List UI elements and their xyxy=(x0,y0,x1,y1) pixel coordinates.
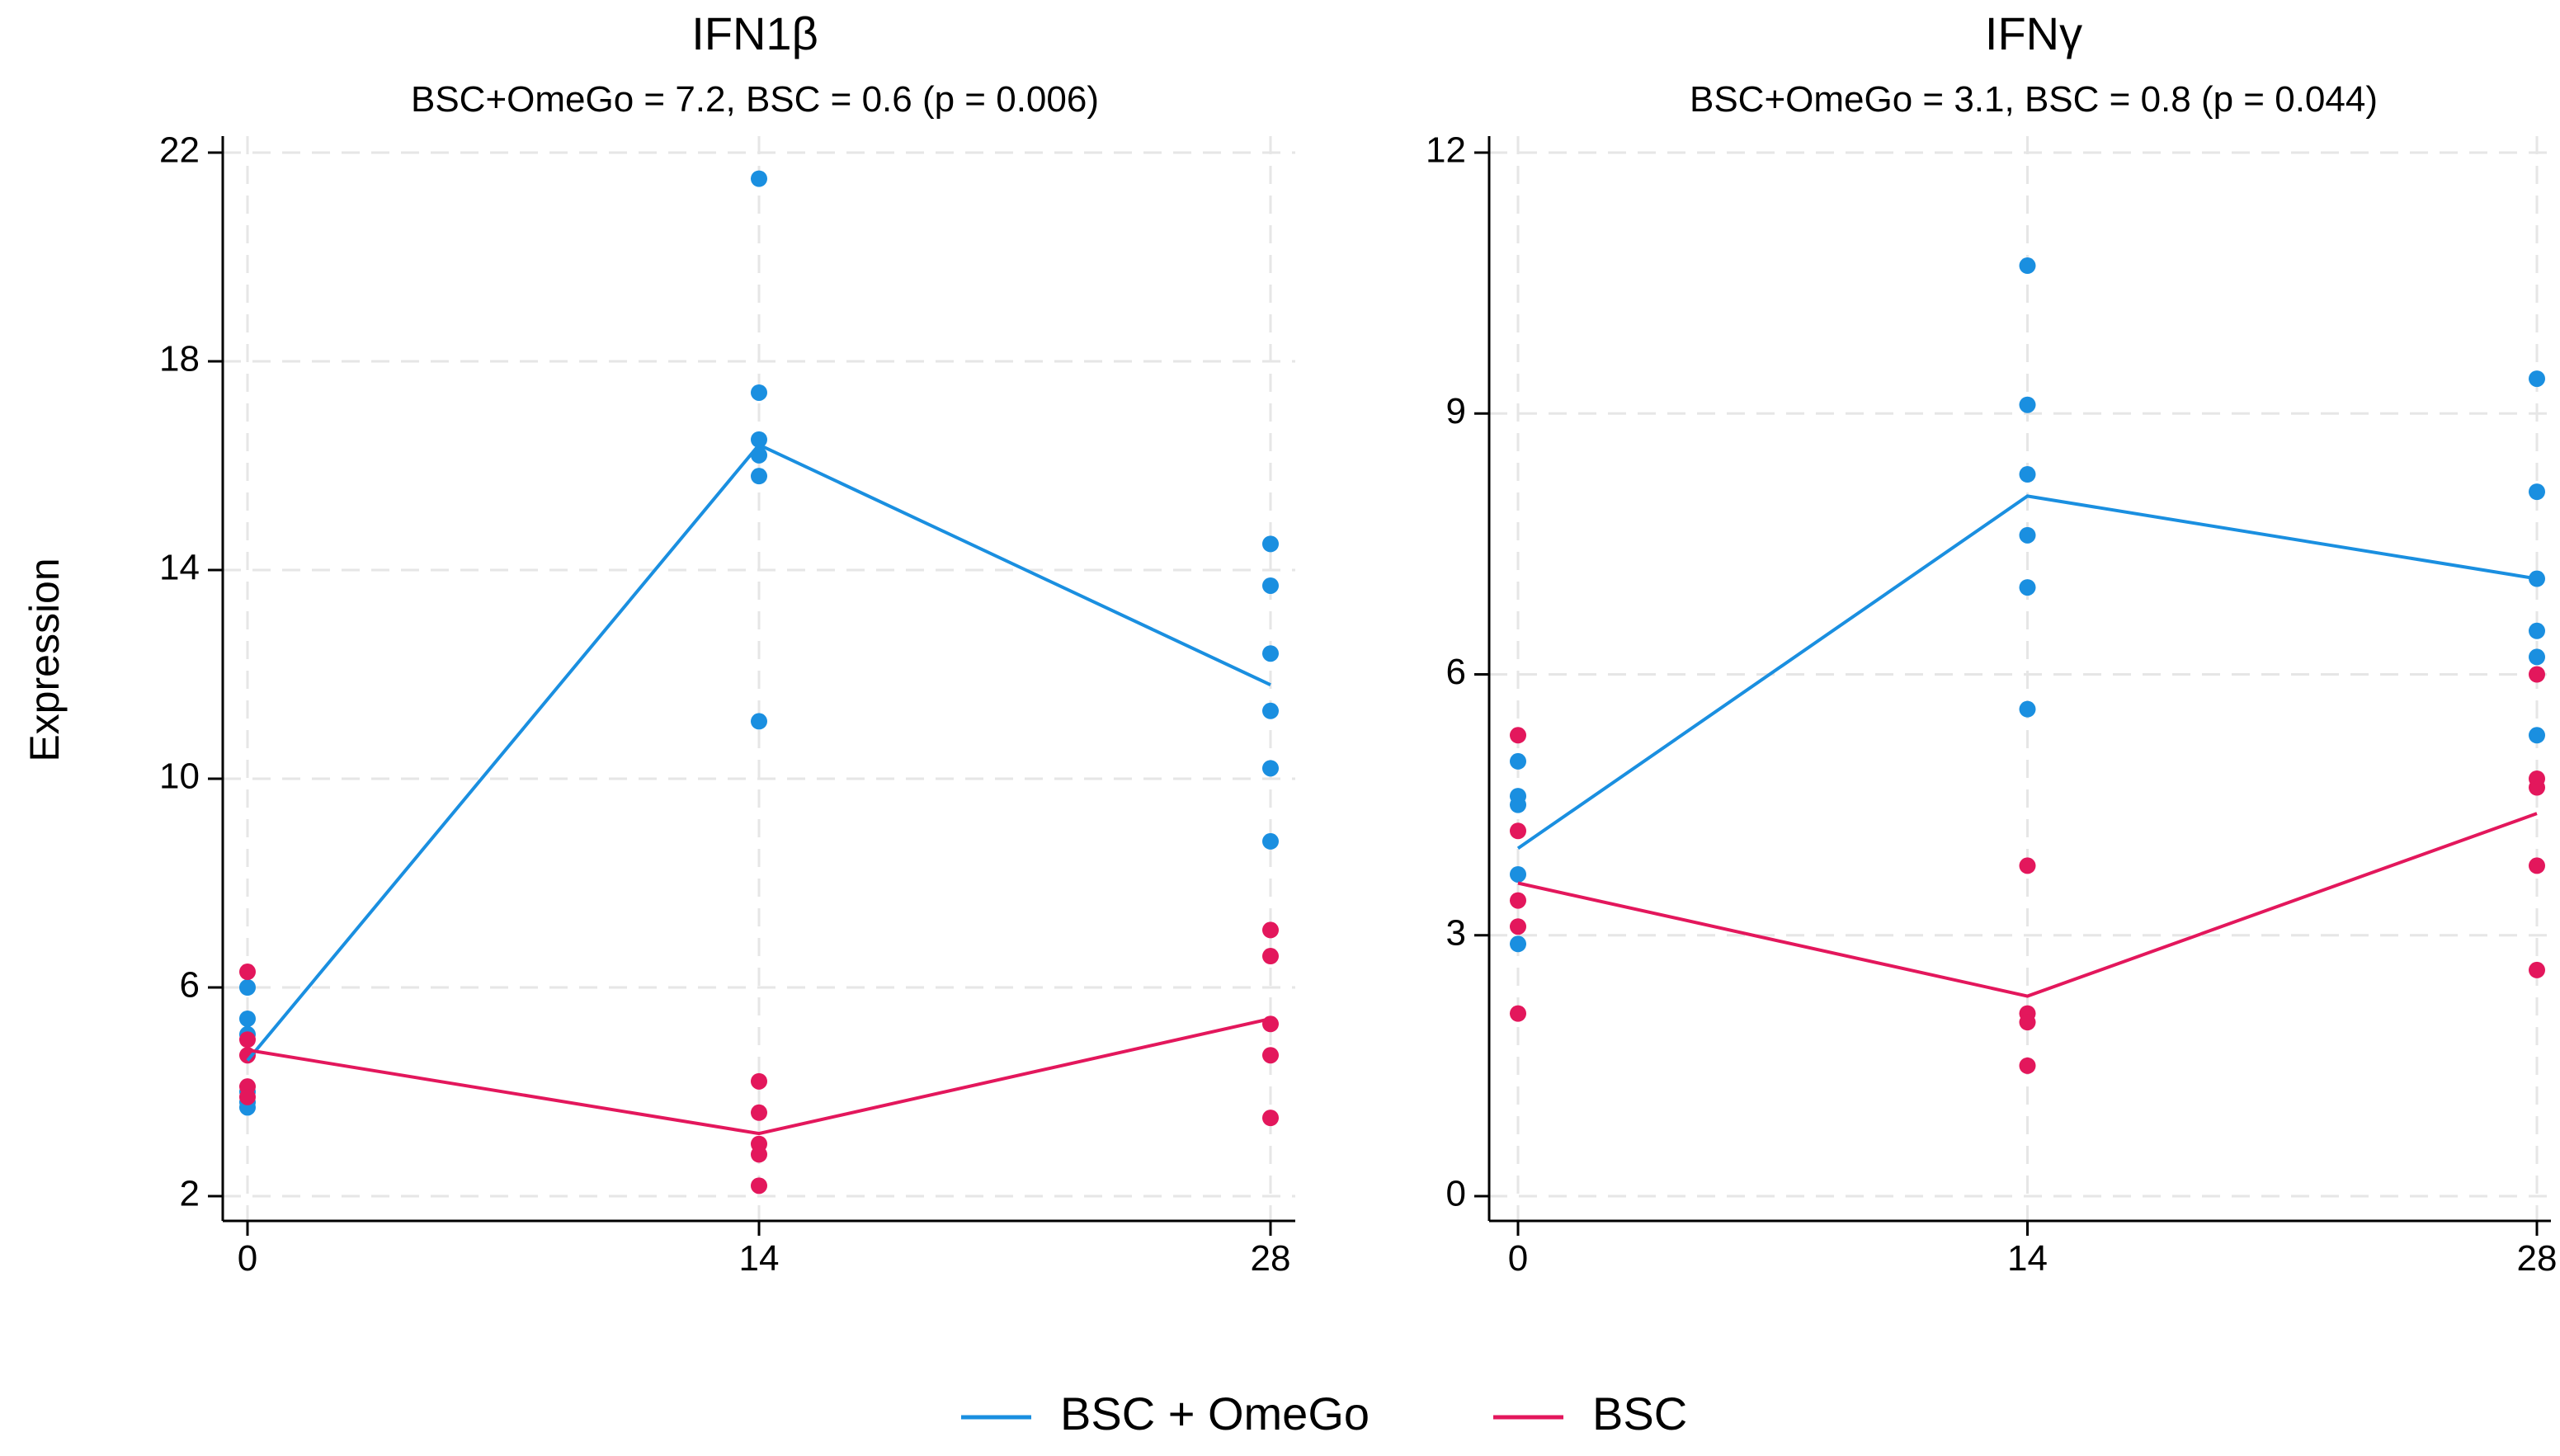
data-point-bsc-omego xyxy=(2529,648,2545,666)
y-tick-label: 6 xyxy=(1446,652,1466,692)
axes: 0 3 6 9 12 0 14 28 xyxy=(1426,130,2557,1279)
data-point-bsc-omego xyxy=(2529,370,2545,388)
x-tick-label: 14 xyxy=(739,1238,780,1279)
data-point-bsc xyxy=(2019,1014,2036,1031)
x-tick-label: 0 xyxy=(238,1238,257,1279)
mean-line-bsc xyxy=(247,1016,1271,1136)
data-point-bsc xyxy=(751,1072,767,1090)
data-point-bsc-omego xyxy=(1262,760,1279,777)
data-point-bsc-omego xyxy=(2019,579,2036,596)
y-axis-label: Expression xyxy=(21,558,68,761)
axes: 2 6 10 14 18 22 0 14 28 xyxy=(159,130,1295,1279)
data-point-bsc-omego xyxy=(1262,832,1279,850)
data-point-bsc xyxy=(1510,918,1526,935)
data-point-bsc-omego xyxy=(1262,577,1279,594)
data-point-bsc-omego xyxy=(2529,622,2545,639)
data-point-bsc-omego xyxy=(1510,865,1526,883)
data-point-bsc xyxy=(1262,921,1279,939)
grid xyxy=(223,136,1295,1221)
panel-subtitle: BSC+OmeGo = 3.1, BSC = 0.8 (p = 0.044) xyxy=(1690,79,2378,120)
data-point-bsc-omego xyxy=(1262,535,1279,553)
x-tick-label: 0 xyxy=(1508,1238,1528,1279)
legend-label-bsc: BSC xyxy=(1592,1388,1687,1440)
data-point-bsc-omego xyxy=(2019,466,2036,483)
data-point-bsc-omego xyxy=(751,384,767,401)
data-point-bsc xyxy=(751,1146,767,1163)
y-tick-label: 9 xyxy=(1446,391,1466,431)
data-point-bsc xyxy=(239,1031,256,1048)
mean-line-bsc-omego xyxy=(246,442,1271,1062)
data-point-bsc-omego xyxy=(239,979,256,996)
mean-line-bsc xyxy=(1517,812,2538,998)
data-point-bsc-omego xyxy=(1510,935,1526,953)
data-point-bsc xyxy=(1510,727,1526,744)
data-point-bsc xyxy=(1510,1005,1526,1022)
data-point-bsc xyxy=(1510,822,1526,840)
plot-marks xyxy=(239,170,1279,1194)
data-point-bsc-omego xyxy=(2529,727,2545,744)
data-point-bsc xyxy=(751,1104,767,1121)
data-point-bsc xyxy=(239,964,256,981)
panel-title: IFN1β xyxy=(691,7,818,59)
data-point-bsc xyxy=(2019,1057,2036,1074)
y-tick-label: 3 xyxy=(1446,912,1466,953)
data-point-bsc-omego xyxy=(751,170,767,187)
x-tick-label: 28 xyxy=(2517,1238,2558,1279)
data-point-bsc-omego xyxy=(1510,752,1526,770)
y-tick-label: 2 xyxy=(180,1174,200,1214)
panel-title: IFNγ xyxy=(1985,7,2082,59)
data-point-bsc-omego xyxy=(751,713,767,730)
y-tick-label: 12 xyxy=(1426,130,1466,171)
data-point-bsc xyxy=(2529,779,2545,796)
legend: BSC + OmeGo BSC xyxy=(961,1388,1687,1440)
data-point-bsc-omego xyxy=(2019,700,2036,718)
mean-line-bsc-omego xyxy=(1516,494,2538,850)
panel-subtitle: BSC+OmeGo = 7.2, BSC = 0.6 (p = 0.006) xyxy=(411,79,1099,120)
plot-marks xyxy=(1510,257,2545,1074)
data-point-bsc-omego xyxy=(2019,526,2036,544)
y-tick-label: 18 xyxy=(159,339,200,379)
data-point-bsc-omego xyxy=(1510,796,1526,813)
data-point-bsc-omego xyxy=(751,468,767,485)
data-point-bsc-omego xyxy=(2019,257,2036,275)
data-point-bsc xyxy=(1262,1110,1279,1127)
x-tick-label: 28 xyxy=(1251,1238,1291,1279)
data-point-bsc xyxy=(751,1177,767,1194)
data-point-bsc xyxy=(239,1088,256,1105)
data-point-bsc-omego xyxy=(2529,483,2545,501)
panel-ifn1b: IFN1β BSC+OmeGo = 7.2, BSC = 0.6 (p = 0.… xyxy=(159,7,1295,1279)
data-point-bsc xyxy=(2529,857,2545,874)
data-point-bsc-omego xyxy=(239,1010,256,1027)
y-tick-label: 6 xyxy=(180,965,200,1006)
data-point-bsc xyxy=(2529,666,2545,683)
y-tick-label: 10 xyxy=(159,756,200,797)
data-point-bsc xyxy=(1510,892,1526,909)
y-tick-label: 22 xyxy=(159,130,200,171)
data-point-bsc xyxy=(2019,857,2036,874)
data-point-bsc-omego xyxy=(2019,396,2036,413)
data-point-bsc-omego xyxy=(1262,645,1279,662)
panel-ifng: IFNγ BSC+OmeGo = 3.1, BSC = 0.8 (p = 0.0… xyxy=(1426,7,2557,1279)
y-tick-label: 14 xyxy=(159,548,200,588)
x-tick-label: 14 xyxy=(2007,1238,2048,1279)
data-point-bsc-omego xyxy=(1262,702,1279,719)
data-point-bsc xyxy=(1262,1015,1279,1033)
data-point-bsc xyxy=(1262,1047,1279,1064)
legend-label-bsc-omego: BSC + OmeGo xyxy=(1060,1388,1370,1440)
y-tick-label: 0 xyxy=(1446,1174,1466,1214)
data-point-bsc xyxy=(1262,948,1279,965)
data-point-bsc xyxy=(2529,961,2545,978)
data-point-bsc-omego xyxy=(751,431,767,448)
